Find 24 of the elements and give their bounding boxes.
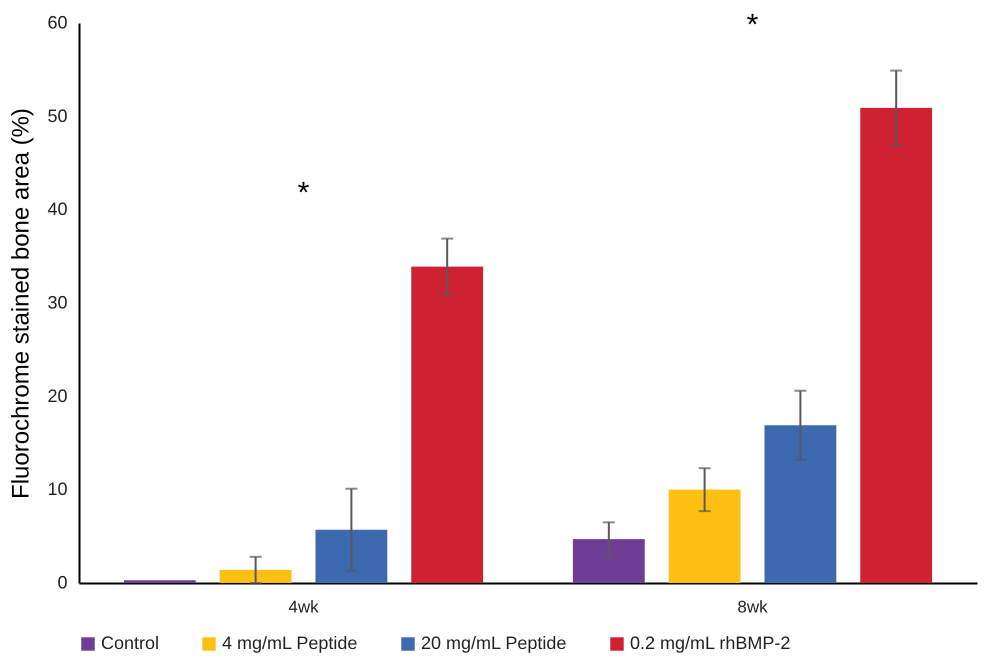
bar — [411, 266, 484, 583]
annotation: * — [298, 176, 310, 210]
y-tick-label: 20 — [47, 386, 68, 406]
y-tick-label: 50 — [47, 106, 68, 126]
y-tick-label: 0 — [57, 572, 68, 592]
bar — [668, 490, 741, 583]
bar — [124, 580, 196, 583]
y-axis-title: Fluorochrome stained bone area (%) — [7, 108, 34, 499]
legend-label: 0.2 mg/mL rhBMP-2 — [630, 633, 790, 653]
legend-label: 20 mg/mL Peptide — [421, 633, 566, 653]
y-tick-label: 40 — [47, 199, 68, 220]
legend-label: 4 mg/mL Peptide — [222, 633, 358, 653]
legend-label: Control — [101, 633, 160, 653]
bar — [220, 570, 292, 583]
y-tick-label: 30 — [47, 292, 68, 312]
bar — [860, 108, 932, 583]
bar — [764, 425, 836, 583]
bar — [572, 539, 645, 583]
bar — [315, 530, 388, 583]
x-tick-label: 4wk — [288, 598, 320, 616]
y-tick-label: 60 — [47, 12, 68, 32]
x-tick-label: 8wk — [737, 598, 768, 616]
y-tick-label: 10 — [47, 479, 68, 500]
annotation: * — [746, 8, 759, 42]
